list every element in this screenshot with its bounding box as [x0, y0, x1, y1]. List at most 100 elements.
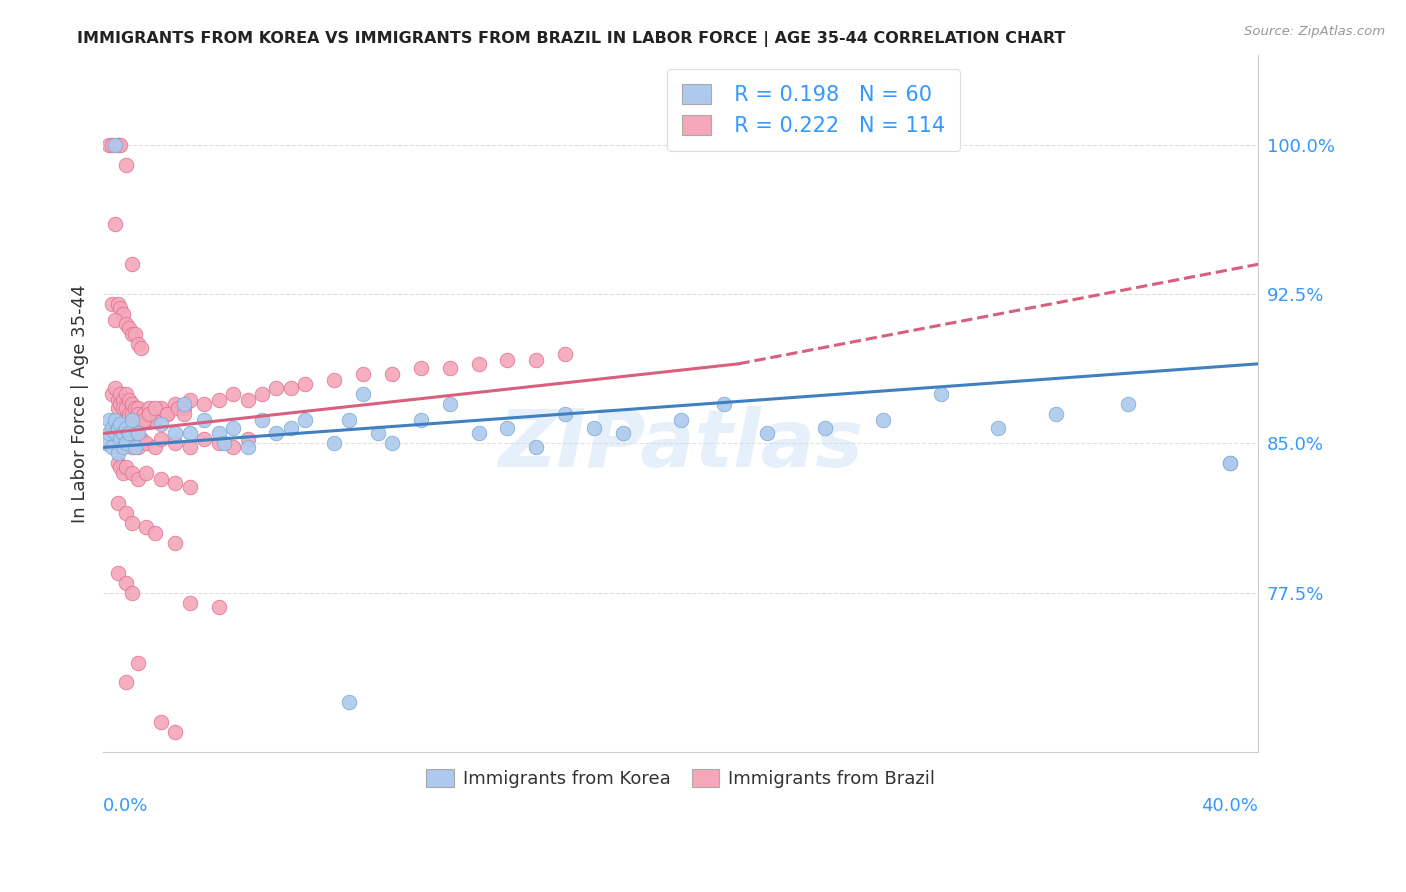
- Point: [115, 575, 138, 590]
- Point: [409, 360, 432, 375]
- Point: [101, 420, 124, 434]
- Point: [121, 441, 143, 455]
- Point: [156, 407, 179, 421]
- Point: [524, 441, 547, 455]
- Point: [121, 467, 143, 481]
- Point: [381, 367, 404, 381]
- Point: [115, 433, 138, 447]
- Point: [110, 386, 132, 401]
- Point: [112, 401, 135, 415]
- Point: [138, 401, 160, 415]
- Point: [107, 566, 129, 580]
- Point: [165, 396, 187, 410]
- Point: [266, 426, 288, 441]
- Point: [107, 496, 129, 510]
- Point: [97, 412, 120, 426]
- Point: [193, 433, 215, 447]
- Point: [208, 436, 231, 450]
- Point: [583, 420, 606, 434]
- Point: [132, 412, 155, 426]
- Point: [110, 426, 132, 441]
- Point: [554, 347, 576, 361]
- Point: [112, 441, 135, 455]
- Point: [165, 725, 187, 739]
- Point: [124, 436, 146, 450]
- Point: [101, 297, 124, 311]
- Point: [179, 392, 201, 407]
- Point: [107, 137, 129, 152]
- Point: [110, 433, 132, 447]
- Point: [121, 326, 143, 341]
- Point: [193, 396, 215, 410]
- Point: [141, 407, 163, 421]
- Point: [179, 426, 201, 441]
- Point: [110, 417, 132, 431]
- Point: [165, 426, 187, 441]
- Point: [156, 407, 179, 421]
- Point: [179, 596, 201, 610]
- Point: [107, 446, 129, 460]
- Point: [127, 656, 149, 670]
- Legend: Immigrants from Korea, Immigrants from Brazil: Immigrants from Korea, Immigrants from B…: [419, 762, 942, 796]
- Point: [280, 420, 302, 434]
- Point: [112, 467, 135, 481]
- Point: [104, 426, 127, 441]
- Point: [713, 396, 735, 410]
- Point: [97, 137, 120, 152]
- Point: [208, 392, 231, 407]
- Point: [121, 396, 143, 410]
- Point: [94, 436, 117, 450]
- Point: [143, 401, 166, 415]
- Point: [115, 317, 138, 331]
- Point: [110, 137, 132, 152]
- Point: [104, 137, 127, 152]
- Point: [118, 407, 141, 421]
- Point: [554, 407, 576, 421]
- Point: [756, 426, 779, 441]
- Point: [115, 386, 138, 401]
- Point: [352, 386, 374, 401]
- Point: [280, 381, 302, 395]
- Point: [129, 433, 152, 447]
- Point: [173, 407, 195, 421]
- Point: [107, 420, 129, 434]
- Point: [208, 426, 231, 441]
- Point: [135, 467, 157, 481]
- Point: [107, 392, 129, 407]
- Point: [165, 476, 187, 491]
- Point: [115, 675, 138, 690]
- Y-axis label: In Labor Force | Age 35-44: In Labor Force | Age 35-44: [72, 285, 89, 523]
- Point: [173, 401, 195, 415]
- Point: [115, 420, 138, 434]
- Point: [124, 401, 146, 415]
- Point: [323, 373, 346, 387]
- Point: [173, 396, 195, 410]
- Point: [149, 401, 172, 415]
- Point: [127, 441, 149, 455]
- Point: [121, 407, 143, 421]
- Point: [104, 412, 127, 426]
- Point: [127, 426, 149, 441]
- Point: [110, 301, 132, 315]
- Point: [409, 412, 432, 426]
- Point: [112, 436, 135, 450]
- Point: [179, 480, 201, 494]
- Point: [115, 401, 138, 415]
- Point: [193, 412, 215, 426]
- Point: [127, 337, 149, 351]
- Point: [107, 456, 129, 470]
- Point: [127, 407, 149, 421]
- Point: [1218, 456, 1240, 470]
- Point: [124, 412, 146, 426]
- Point: [135, 520, 157, 534]
- Point: [124, 441, 146, 455]
- Point: [143, 526, 166, 541]
- Text: 0.0%: 0.0%: [103, 797, 149, 814]
- Point: [149, 417, 172, 431]
- Point: [236, 433, 259, 447]
- Point: [149, 433, 172, 447]
- Point: [208, 599, 231, 614]
- Point: [323, 436, 346, 450]
- Point: [107, 401, 129, 415]
- Point: [104, 426, 127, 441]
